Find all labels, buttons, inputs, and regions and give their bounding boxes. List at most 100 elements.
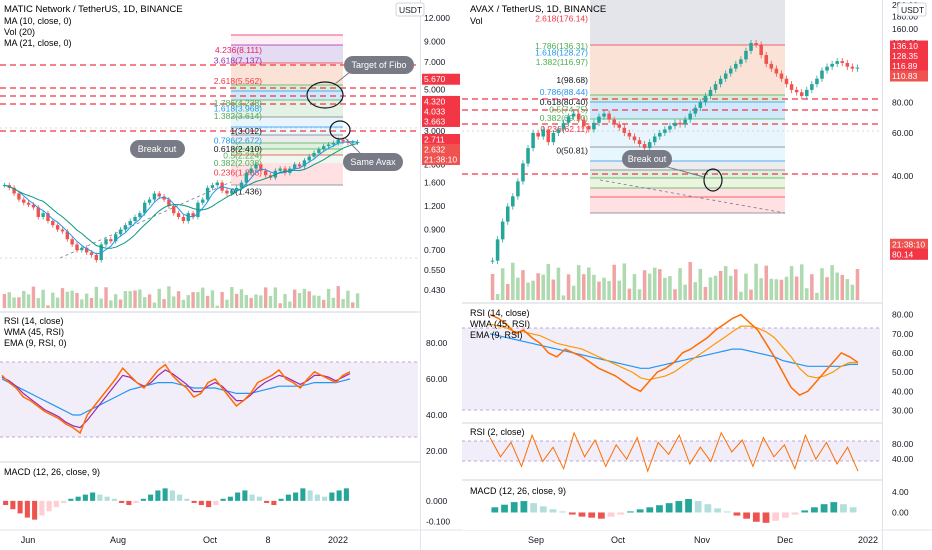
left-annotation-same[interactable]: Same Avax (343, 153, 403, 171)
candle-body (104, 239, 108, 245)
left-ma10-line (4, 141, 358, 255)
candle-body (123, 225, 128, 230)
candle-body (627, 132, 632, 137)
volume-bar (683, 284, 687, 300)
fib-level-label: 0.618(80.40) (540, 97, 588, 107)
right-annotation-breakout[interactable]: Break out (622, 150, 672, 168)
macd-bar (162, 488, 168, 501)
macd-bar (235, 492, 241, 501)
candle-body (581, 119, 586, 127)
volume-bar (713, 275, 718, 300)
candle-body (500, 221, 505, 240)
candle-body (703, 95, 708, 103)
volume-bar (663, 277, 667, 300)
candle-body (312, 152, 316, 157)
candle-body (22, 199, 26, 203)
volume-bar (799, 264, 804, 300)
candle-body (526, 148, 530, 164)
left-rsi-ind2: WMA (45, RSI) (4, 327, 64, 337)
left-candles (2, 137, 360, 263)
axis-tick-label: 40.00 (892, 386, 914, 396)
macd-bar (607, 512, 615, 517)
price-tag-bg (422, 105, 460, 117)
left-breakout-circle (329, 120, 351, 140)
fib-level-label: 0.382(69.10) (540, 113, 588, 123)
candle-body (764, 55, 769, 64)
candle-body (718, 78, 723, 85)
axis-tick-label: 5.000 (424, 85, 446, 95)
axis-tick-label: 1.200 (424, 201, 446, 211)
left-annotation-target[interactable]: Target of Fibo (344, 56, 414, 74)
macd-bar (336, 490, 342, 501)
right-chart[interactable]: 2.618(176.14)1.786(136.31)1.618(128.27)1… (462, 0, 928, 550)
candle-body (612, 119, 616, 125)
macd-bar (840, 504, 847, 513)
candle-body (351, 142, 355, 144)
price-tag-label: 3.663 (424, 116, 446, 126)
macd-bar (220, 498, 226, 501)
volume-bar (779, 279, 784, 300)
candle-body (147, 199, 152, 203)
volume-bar (55, 297, 60, 308)
candle-body (576, 113, 581, 120)
axis-tick-label: 0.550 (424, 265, 446, 275)
candle-body (622, 127, 627, 133)
volume-bar (764, 265, 769, 300)
volume-bar (850, 284, 855, 300)
axis-tick-label: 80.00 (892, 97, 914, 107)
candle-body (799, 92, 804, 96)
candle-body (688, 113, 692, 120)
macd-bar (68, 498, 74, 501)
candle-body (12, 187, 16, 194)
macd-bar (90, 492, 96, 501)
volume-bar (581, 274, 586, 300)
volume-bar (312, 295, 316, 308)
price-tag-label: 116.89 (892, 61, 918, 71)
right-macd-axis: 4.00 0.00 (892, 487, 909, 518)
macd-bar (329, 492, 335, 501)
candle-body (94, 254, 99, 261)
right-candles (490, 39, 860, 264)
macd-bar (675, 501, 683, 513)
volume-bar (820, 268, 824, 300)
left-annotation-breakout[interactable]: Break out (130, 140, 185, 158)
volume-bar (341, 299, 345, 308)
macd-bar (665, 503, 673, 513)
volume-bar (784, 276, 789, 300)
right-title: AVAX / TetherUS, 1D, BINANCE (470, 4, 606, 15)
volume-bar (739, 291, 743, 300)
volume-bar (718, 270, 723, 300)
candle-body (592, 122, 596, 130)
macd-bar (53, 500, 59, 508)
volume-bar (89, 297, 94, 308)
right-macd-title: MACD (12, 26, close, 9) (470, 486, 566, 496)
axis-tick-label: 30.00 (892, 405, 914, 415)
candle-body (244, 172, 249, 183)
candle-body (176, 213, 181, 217)
candle-body (749, 43, 753, 51)
volume-bar (521, 270, 525, 300)
candle-body (713, 84, 718, 90)
volume-bar (215, 305, 219, 308)
axis-tick-label: 80.00 (892, 439, 914, 449)
right-rsi-ind2: WMA (45, RSI) (470, 319, 530, 329)
volume-bar (317, 295, 321, 308)
candle-body (597, 116, 601, 123)
breakout-text: Break out (138, 144, 177, 154)
volume-bar (31, 286, 36, 308)
volume-bar (658, 269, 662, 300)
volume-bar (840, 274, 845, 300)
axis-tick-label: 12.000 (424, 13, 450, 23)
volume-bar (602, 277, 606, 300)
fib-level-label: 4.236(8.111) (215, 45, 262, 55)
time-axis-label: Nov (694, 535, 711, 545)
macd-bar (285, 494, 291, 501)
axis-tick-label: 0.430 (424, 285, 446, 295)
candle-body (734, 63, 738, 69)
time-axis-label: Sep (528, 535, 544, 545)
macd-bar (249, 494, 255, 501)
candle-body (326, 144, 331, 147)
macd-bar (227, 496, 233, 501)
